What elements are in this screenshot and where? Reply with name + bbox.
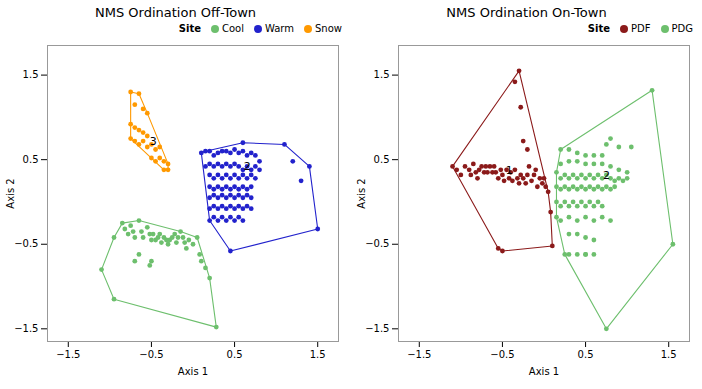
svg-text:0.5: 0.5 bbox=[578, 349, 594, 360]
html-text:PDF: PDF bbox=[631, 23, 651, 34]
svg-text:2: 2 bbox=[244, 160, 251, 173]
svg-text:−1.5: −1.5 bbox=[365, 323, 389, 334]
svg-text:−0.5: −0.5 bbox=[14, 238, 38, 249]
html-text:NMS Ordination Off-Town: NMS Ordination Off-Town bbox=[95, 5, 256, 20]
html-text:Warm: Warm bbox=[265, 23, 294, 34]
html-text:PDG: PDG bbox=[671, 23, 693, 34]
svg-text:Axis 2: Axis 2 bbox=[5, 178, 16, 208]
svg-text:1.5: 1.5 bbox=[374, 69, 390, 80]
svg-text:−0.5: −0.5 bbox=[490, 349, 514, 360]
svg-text:1: 1 bbox=[506, 164, 513, 177]
html-text:Snow: Snow bbox=[315, 23, 342, 34]
svg-text:Axis 1: Axis 1 bbox=[178, 366, 208, 377]
svg-text:0.5: 0.5 bbox=[227, 349, 243, 360]
svg-text:3: 3 bbox=[150, 135, 157, 148]
svg-text:2: 2 bbox=[603, 169, 610, 182]
html-text:Site: Site bbox=[587, 23, 610, 34]
html-text:Site: Site bbox=[178, 23, 201, 34]
svg-text:0.5: 0.5 bbox=[374, 154, 390, 165]
svg-text:1.5: 1.5 bbox=[310, 349, 326, 360]
svg-text:−1.5: −1.5 bbox=[56, 349, 80, 360]
svg-text:1.5: 1.5 bbox=[661, 349, 677, 360]
svg-text:−0.5: −0.5 bbox=[139, 349, 163, 360]
html-text:Cool: Cool bbox=[222, 23, 244, 34]
svg-text:−0.5: −0.5 bbox=[365, 238, 389, 249]
html-text:NMS Ordination On-Town: NMS Ordination On-Town bbox=[446, 5, 607, 20]
svg-text:Axis 1: Axis 1 bbox=[529, 366, 559, 377]
svg-text:−1.5: −1.5 bbox=[14, 323, 38, 334]
svg-text:0.5: 0.5 bbox=[23, 154, 39, 165]
svg-text:−1.5: −1.5 bbox=[407, 349, 431, 360]
svg-text:1.5: 1.5 bbox=[23, 69, 39, 80]
svg-text:Axis 2: Axis 2 bbox=[356, 178, 367, 208]
